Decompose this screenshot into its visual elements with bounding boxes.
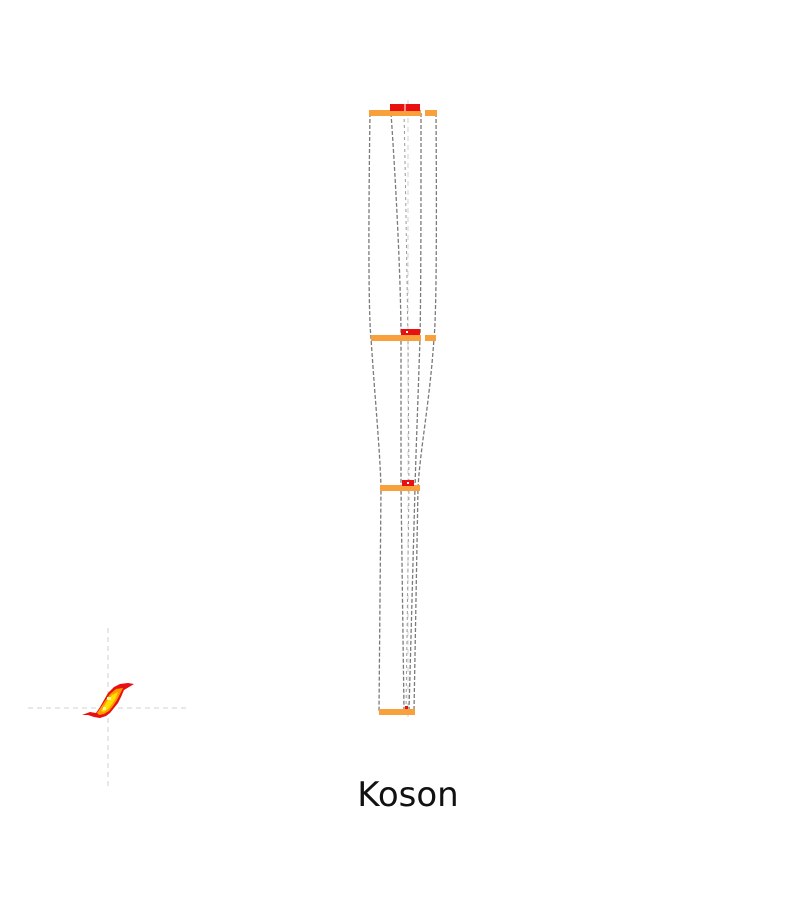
inner-line-3 <box>403 112 410 712</box>
layer-bar-3 <box>380 485 420 491</box>
marker-3-dot <box>407 482 409 484</box>
marker-2-dot <box>406 331 408 333</box>
inset-blob <box>82 683 134 718</box>
layer-bar-1b <box>425 110 437 116</box>
layer-bar-1 <box>369 110 421 116</box>
outline-left <box>368 112 382 712</box>
layer-bar-2 <box>371 335 421 341</box>
inner-line-1 <box>390 112 405 712</box>
outline-right <box>413 112 438 712</box>
diagram-title: Koson <box>357 775 459 815</box>
marker-4 <box>405 706 408 709</box>
marker-2 <box>401 329 420 335</box>
inner-line-2 <box>408 112 422 712</box>
layer-bar-4 <box>379 709 415 715</box>
layer-bar-2b <box>425 335 436 341</box>
